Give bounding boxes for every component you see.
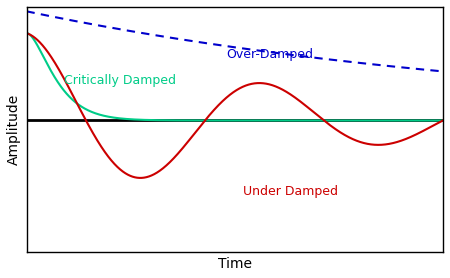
Y-axis label: Amplitude: Amplitude [7, 94, 21, 165]
Text: Over-Damped: Over-Damped [226, 48, 314, 61]
Text: Critically Damped: Critically Damped [64, 74, 176, 87]
X-axis label: Time: Time [218, 257, 252, 271]
Text: Under Damped: Under Damped [243, 185, 338, 198]
